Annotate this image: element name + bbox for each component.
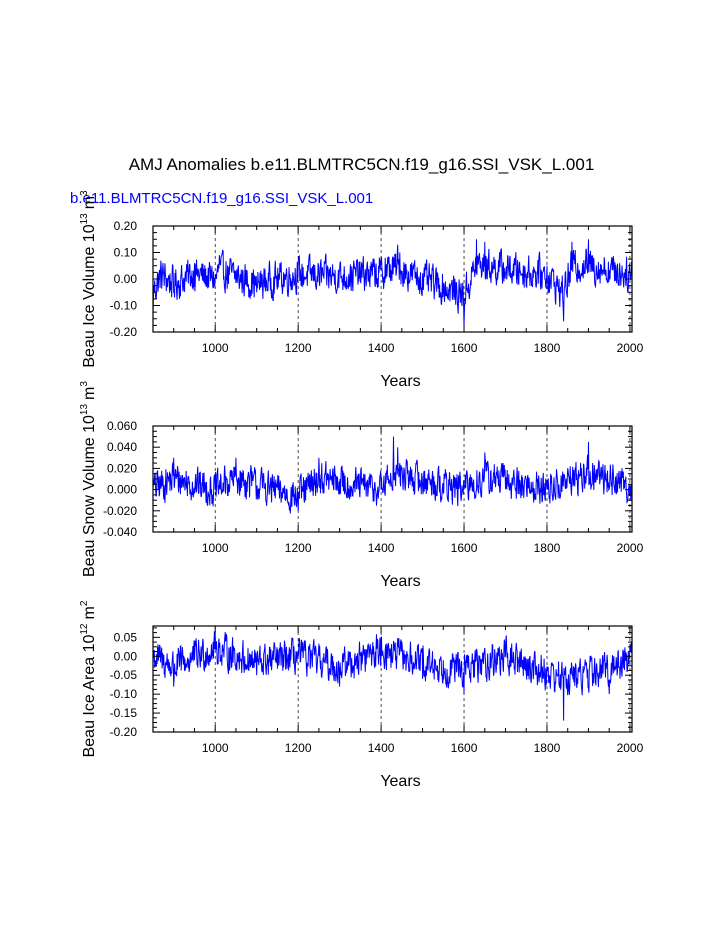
- y-axis-label: Beau Ice Area 1012m2: [79, 600, 98, 757]
- y-tick-label: 0.040: [107, 440, 137, 454]
- x-tick-label: 1600: [451, 741, 478, 755]
- x-tick-label: 1000: [202, 341, 229, 355]
- x-tick-label: 1600: [451, 341, 478, 355]
- panel-ice-volume: 1000 1200 1400 1600 1800 2000 -0.20 -0.10 0.00 0.…: [79, 190, 644, 390]
- x-tick-label: 1200: [285, 741, 312, 755]
- x-axis-label: Years: [380, 573, 420, 590]
- y-axis-label: Beau Snow Volume 1013m3: [79, 381, 98, 577]
- x-tick-label: 1000: [202, 541, 229, 555]
- y-tick-label: -0.20: [110, 725, 138, 739]
- x-tick-label: 2000: [617, 741, 644, 755]
- x-axis-label: Years: [380, 373, 420, 390]
- y-tick-label: -0.10: [110, 687, 138, 701]
- y-axis-label: Beau Ice Volume 1013m3: [79, 190, 98, 368]
- x-axis-label: Years: [380, 773, 420, 790]
- series-line: [152, 631, 633, 721]
- chart-title: AMJ Anomalies b.e11.BLMTRC5CN.f19_g16.SS…: [128, 155, 595, 174]
- series-line: [152, 239, 633, 327]
- y-tick-label: -0.05: [110, 668, 138, 682]
- x-tick-label: 1400: [368, 541, 395, 555]
- plot-frame: [152, 625, 633, 733]
- y-tick-label: 0.060: [107, 419, 137, 433]
- plot-frame: [152, 225, 633, 333]
- panel-ice-area: 1000 1200 1400 1600 1800 2000 -0.20 -0.15 -0.10 -…: [79, 600, 644, 790]
- x-tick-label: 1000: [202, 741, 229, 755]
- x-tick-label: 1800: [534, 541, 561, 555]
- x-tick-label: 1200: [285, 341, 312, 355]
- y-tick-label: 0.00: [114, 649, 138, 663]
- x-tick-label: 1200: [285, 541, 312, 555]
- series-line: [152, 436, 633, 514]
- y-tick-label: -0.15: [110, 706, 138, 720]
- y-tick-label: -0.20: [110, 325, 138, 339]
- x-tick-label: 2000: [617, 541, 644, 555]
- y-tick-label: -0.040: [103, 525, 137, 539]
- y-tick-label: -0.020: [103, 504, 137, 518]
- y-tick-label: -0.10: [110, 299, 138, 313]
- y-tick-label: 0.020: [107, 461, 137, 475]
- y-tick-label: 0.00: [114, 272, 138, 286]
- x-tick-label: 1400: [368, 741, 395, 755]
- panel-snow-volume: 1000 1200 1400 1600 1800 2000 -0.040 -0.020 0.00…: [79, 381, 644, 590]
- y-tick-label: 0.20: [114, 219, 138, 233]
- x-tick-label: 1600: [451, 541, 478, 555]
- y-tick-label: 0.05: [114, 630, 138, 644]
- y-tick-label: 0.10: [114, 246, 138, 260]
- x-tick-label: 1800: [534, 741, 561, 755]
- x-tick-label: 1800: [534, 341, 561, 355]
- x-tick-label: 2000: [617, 341, 644, 355]
- x-tick-label: 1400: [368, 341, 395, 355]
- y-tick-label: 0.000: [107, 483, 137, 497]
- chart-subtitle: b.e11.BLMTRC5CN.f19_g16.SSI_VSK_L.001: [70, 190, 374, 207]
